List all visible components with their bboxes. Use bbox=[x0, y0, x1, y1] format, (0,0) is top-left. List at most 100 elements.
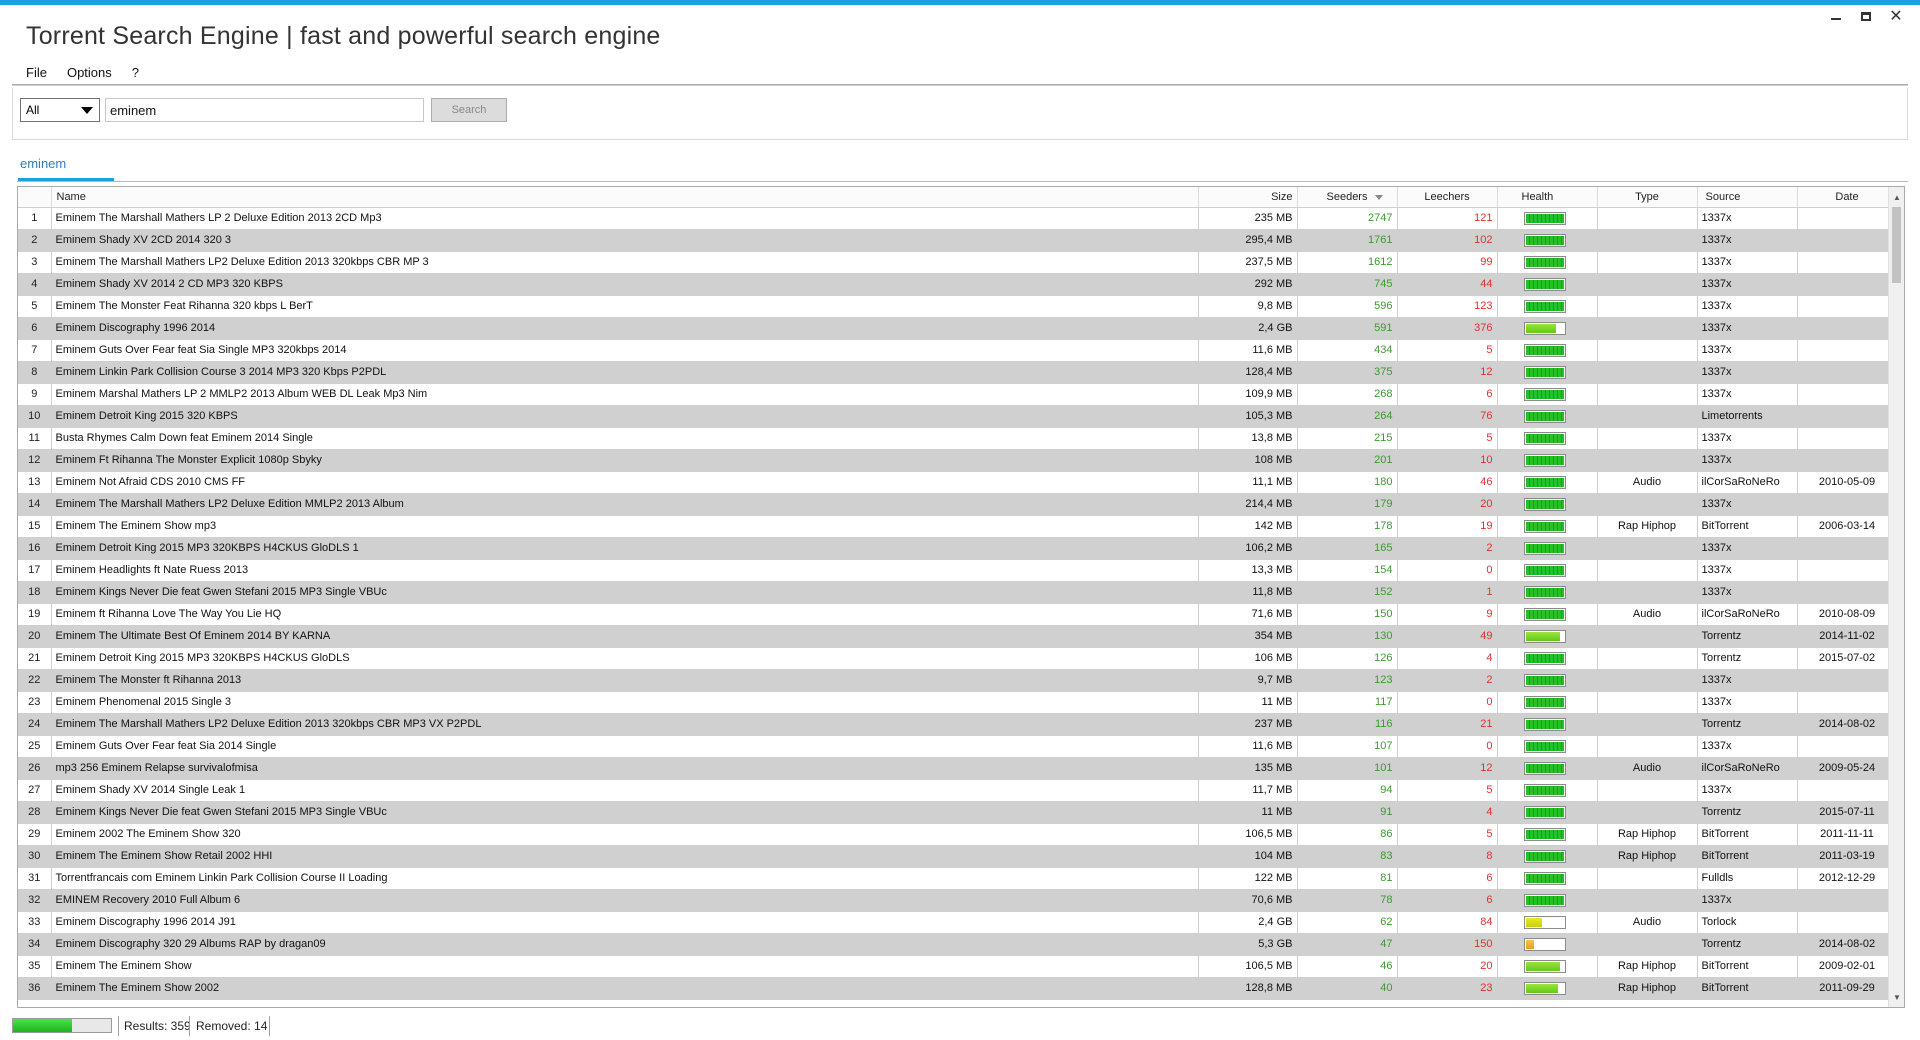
leechers-count: 5 bbox=[1397, 339, 1498, 362]
column-header-source[interactable]: Source bbox=[1697, 187, 1798, 208]
health-cell bbox=[1497, 603, 1598, 626]
scroll-down-icon[interactable]: ▼ bbox=[1893, 992, 1901, 1002]
torrent-type bbox=[1597, 933, 1698, 956]
column-header-name[interactable]: Name bbox=[51, 187, 1199, 208]
torrent-type bbox=[1597, 537, 1698, 560]
scroll-up-icon[interactable]: ▲ bbox=[1893, 192, 1901, 202]
column-header-type[interactable]: Type bbox=[1597, 187, 1698, 208]
torrent-source: 1337x bbox=[1697, 581, 1798, 604]
maximize-button[interactable] bbox=[1852, 6, 1880, 26]
table-row[interactable]: 4 Eminem Shady XV 2014 2 CD MP3 320 KBPS 2… bbox=[18, 273, 1898, 296]
search-input[interactable] bbox=[105, 98, 424, 122]
vertical-scrollbar[interactable]: ▲ ▼ bbox=[1888, 187, 1904, 1007]
leechers-count: 5 bbox=[1397, 427, 1498, 450]
table-row[interactable]: 15 Eminem The Eminem Show mp3 142 MB 178 19 R… bbox=[18, 515, 1898, 538]
row-index: 9 bbox=[18, 383, 52, 406]
menu-help[interactable]: ? bbox=[131, 65, 139, 80]
table-row[interactable]: 17 Eminem Headlights ft Nate Ruess 2013 13… bbox=[18, 559, 1898, 582]
table-row[interactable]: 23 Eminem Phenomenal 2015 Single 3 11 MB 11… bbox=[18, 691, 1898, 714]
column-header-date[interactable]: Date bbox=[1797, 187, 1898, 208]
seeders-count: 434 bbox=[1297, 339, 1398, 362]
table-row[interactable]: 34 Eminem Discography 320 29 Albums RAP b… bbox=[18, 933, 1898, 956]
table-row[interactable]: 12 Eminem Ft Rihanna The Monster Explicit… bbox=[18, 449, 1898, 472]
column-header-seeders[interactable]: Seeders bbox=[1297, 187, 1398, 208]
minimize-button[interactable] bbox=[1822, 6, 1850, 26]
category-select[interactable]: All bbox=[20, 98, 100, 122]
table-row[interactable]: 24 Eminem The Marshall Mathers LP2 Deluxe… bbox=[18, 713, 1898, 736]
table-row[interactable]: 36 Eminem The Eminem Show 2002 128,8 MB 40 2… bbox=[18, 977, 1898, 1000]
tab-eminem[interactable]: eminem bbox=[20, 156, 67, 171]
torrent-source: Fulldls bbox=[1697, 867, 1798, 890]
torrent-type bbox=[1597, 207, 1698, 230]
table-body: 1 Eminem The Marshall Mathers LP 2 Deluxe… bbox=[18, 207, 1898, 1000]
column-header-size[interactable]: Size bbox=[1198, 187, 1298, 208]
health-bar-fill bbox=[1525, 741, 1564, 751]
active-tab-indicator bbox=[18, 178, 114, 181]
table-row[interactable]: 20 Eminem The Ultimate Best Of Eminem 201… bbox=[18, 625, 1898, 648]
row-index: 4 bbox=[18, 273, 52, 296]
table-row[interactable]: 28 Eminem Kings Never Die feat Gwen Stefa… bbox=[18, 801, 1898, 824]
table-row[interactable]: 13 Eminem Not Afraid CDS 2010 CMS FF 11,1 … bbox=[18, 471, 1898, 494]
menu-file[interactable]: File bbox=[26, 65, 47, 80]
table-row[interactable]: 32 EMINEM Recovery 2010 Full Album 6 70,6 … bbox=[18, 889, 1898, 912]
table-row[interactable]: 2 Eminem Shady XV 2CD 2014 320 3 295,4 MB 1… bbox=[18, 229, 1898, 252]
torrent-size: 237,5 MB bbox=[1198, 251, 1298, 274]
table-row[interactable]: 21 Eminem Detroit King 2015 MP3 320KBPS H… bbox=[18, 647, 1898, 670]
torrent-date: 2010-05-09 bbox=[1797, 471, 1898, 494]
search-button[interactable]: Search bbox=[431, 98, 507, 122]
table-row[interactable]: 33 Eminem Discography 1996 2014 J91 2,4 GB… bbox=[18, 911, 1898, 934]
leechers-count: 2 bbox=[1397, 537, 1498, 560]
table-row[interactable]: 31 Torrentfrancais com Eminem Linkin Park… bbox=[18, 867, 1898, 890]
seeders-count: 62 bbox=[1297, 911, 1398, 934]
column-header-leechers[interactable]: Leechers bbox=[1397, 187, 1498, 208]
table-row[interactable]: 9 Eminem Marshal Mathers LP 2 MMLP2 2013 … bbox=[18, 383, 1898, 406]
torrent-type: Audio bbox=[1597, 757, 1698, 780]
table-row[interactable]: 6 Eminem Discography 1996 2014 2,4 GB 591 37… bbox=[18, 317, 1898, 340]
table-row[interactable]: 1 Eminem The Marshall Mathers LP 2 Deluxe… bbox=[18, 207, 1898, 230]
row-index: 19 bbox=[18, 603, 52, 626]
table-row[interactable]: 22 Eminem The Monster ft Rihanna 2013 9,7 … bbox=[18, 669, 1898, 692]
table-row[interactable]: 3 Eminem The Marshall Mathers LP2 Deluxe … bbox=[18, 251, 1898, 274]
table-row[interactable]: 16 Eminem Detroit King 2015 MP3 320KBPS H… bbox=[18, 537, 1898, 560]
table-row[interactable]: 29 Eminem 2002 The Eminem Show 320 106,5 M… bbox=[18, 823, 1898, 846]
seeders-count: 179 bbox=[1297, 493, 1398, 516]
health-bar bbox=[1523, 915, 1566, 929]
table-row[interactable]: 7 Eminem Guts Over Fear feat Sia Single M… bbox=[18, 339, 1898, 362]
table-row[interactable]: 35 Eminem The Eminem Show 106,5 MB 46 20 Rap … bbox=[18, 955, 1898, 978]
table-row[interactable]: 27 Eminem Shady XV 2014 Single Leak 1 11,7… bbox=[18, 779, 1898, 802]
health-bar bbox=[1523, 651, 1566, 665]
leechers-count: 44 bbox=[1397, 273, 1498, 296]
health-bar bbox=[1523, 299, 1566, 313]
health-cell bbox=[1497, 251, 1598, 274]
health-cell bbox=[1497, 273, 1598, 296]
column-header-health[interactable]: Health bbox=[1497, 187, 1598, 208]
leechers-count: 0 bbox=[1397, 735, 1498, 758]
table-row[interactable]: 8 Eminem Linkin Park Collision Course 3 2… bbox=[18, 361, 1898, 384]
leechers-count: 21 bbox=[1397, 713, 1498, 736]
table-row[interactable]: 10 Eminem Detroit King 2015 320 KBPS 105,3… bbox=[18, 405, 1898, 428]
torrent-type: Rap Hiphop bbox=[1597, 845, 1698, 868]
table-row[interactable]: 26 mp3 256 Eminem Relapse survivalofmisa 1… bbox=[18, 757, 1898, 780]
menu-options[interactable]: Options bbox=[66, 65, 112, 80]
table-row[interactable]: 14 Eminem The Marshall Mathers LP2 Deluxe… bbox=[18, 493, 1898, 516]
table-row[interactable]: 11 Busta Rhymes Calm Down feat Eminem 201… bbox=[18, 427, 1898, 450]
leechers-count: 0 bbox=[1397, 691, 1498, 714]
results-tab-strip: eminem bbox=[12, 150, 1908, 182]
torrent-name: Busta Rhymes Calm Down feat Eminem 2014 … bbox=[51, 427, 1199, 450]
seeders-count: 46 bbox=[1297, 955, 1398, 978]
table-row[interactable]: 5 Eminem The Monster Feat Rihanna 320 kbp… bbox=[18, 295, 1898, 318]
scroll-thumb[interactable] bbox=[1892, 207, 1901, 283]
table-row[interactable]: 25 Eminem Guts Over Fear feat Sia 2014 Si… bbox=[18, 735, 1898, 758]
health-cell bbox=[1497, 845, 1598, 868]
table-row[interactable]: 30 Eminem The Eminem Show Retail 2002 HHI… bbox=[18, 845, 1898, 868]
table-row[interactable]: 18 Eminem Kings Never Die feat Gwen Stefa… bbox=[18, 581, 1898, 604]
table-row[interactable]: 19 Eminem ft Rihanna Love The Way You Lie… bbox=[18, 603, 1898, 626]
torrent-name: Eminem Not Afraid CDS 2010 CMS FF bbox=[51, 471, 1199, 494]
tab-divider bbox=[17, 181, 1908, 182]
minimize-icon bbox=[1831, 18, 1841, 20]
health-bar-fill bbox=[1525, 917, 1542, 927]
close-button[interactable]: ✕ bbox=[1882, 6, 1910, 26]
health-cell bbox=[1497, 471, 1598, 494]
seeders-count: 264 bbox=[1297, 405, 1398, 428]
